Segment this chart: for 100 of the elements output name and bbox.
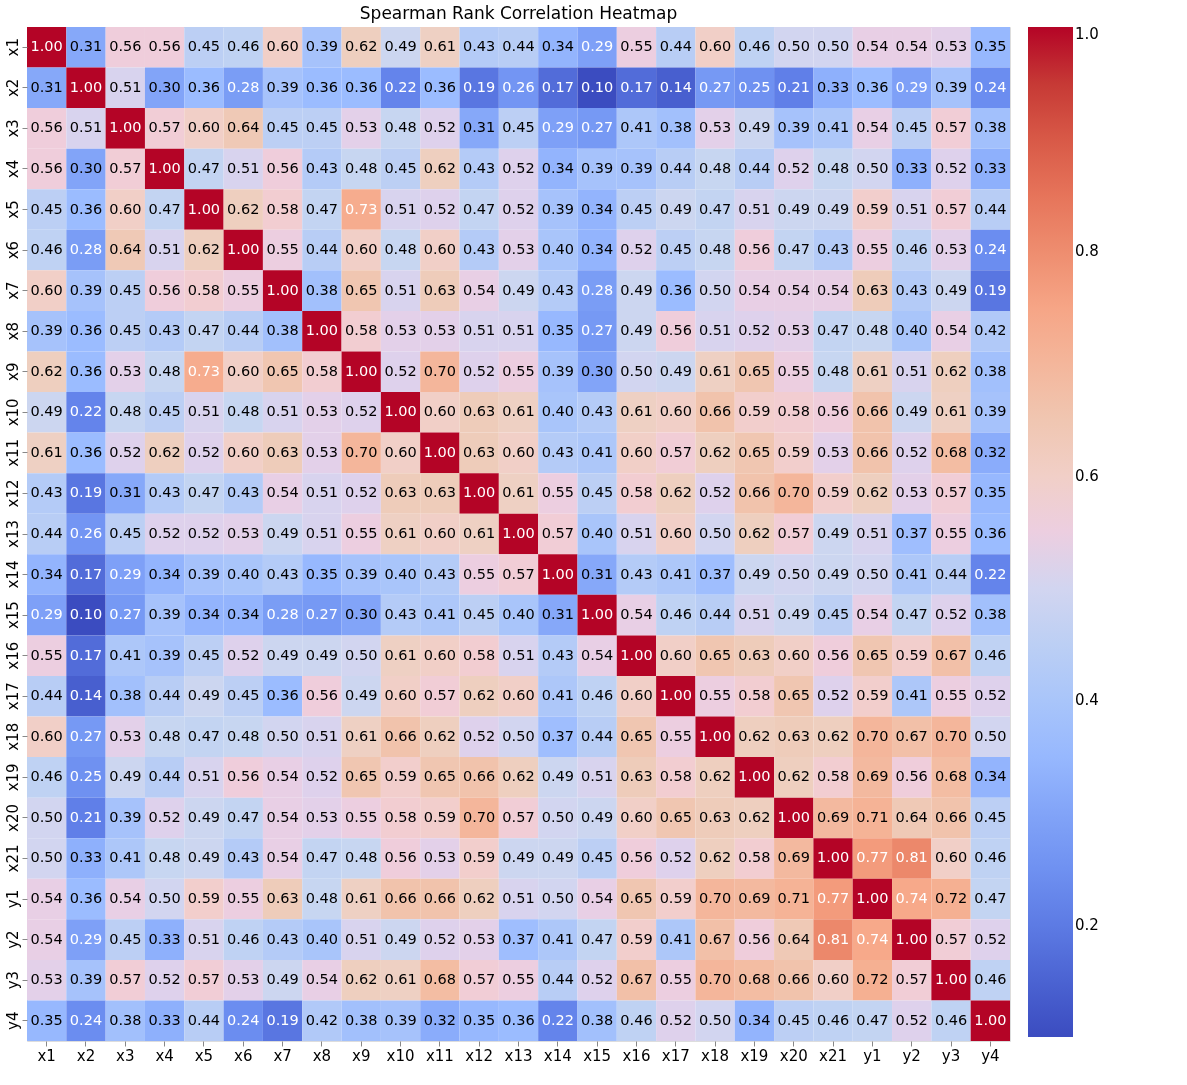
- data-label: 0.56: [109, 38, 142, 55]
- data-label: 0.62: [856, 484, 889, 501]
- data-label: 0.43: [423, 565, 457, 582]
- data-label: 0.63: [698, 808, 732, 825]
- data-label: 0.43: [148, 322, 181, 339]
- data-label: 0.52: [659, 849, 692, 866]
- data-label: 0.70: [934, 727, 968, 744]
- data-label: 0.36: [345, 78, 378, 95]
- data-label: 0.49: [384, 930, 417, 947]
- data-label: 0.71: [777, 890, 810, 907]
- data-label: 0.36: [69, 362, 103, 379]
- data-label: 0.27: [580, 322, 614, 339]
- data-label: 0.44: [738, 159, 771, 176]
- data-label: 0.52: [698, 484, 732, 501]
- data-label: 0.34: [738, 1011, 771, 1028]
- x-tick-label: x5: [194, 1046, 214, 1065]
- data-label: 0.51: [895, 362, 928, 379]
- data-label: 0.65: [266, 362, 299, 379]
- data-label: 0.55: [934, 687, 968, 704]
- data-label: 0.24: [69, 1011, 103, 1028]
- data-label: 0.58: [384, 808, 417, 825]
- data-label: 0.49: [620, 322, 653, 339]
- data-label: 0.51: [738, 606, 771, 623]
- y-tick-label: x1: [3, 38, 22, 57]
- data-label: 0.53: [109, 727, 142, 744]
- data-label: 0.50: [620, 362, 653, 379]
- data-label: 0.52: [777, 159, 810, 176]
- data-label: 0.55: [345, 808, 378, 825]
- data-label: 0.10: [580, 78, 614, 95]
- data-label: 1.00: [187, 200, 221, 217]
- data-label: 0.54: [738, 281, 771, 298]
- data-label: 0.41: [580, 443, 614, 460]
- data-label: 0.61: [463, 525, 496, 541]
- data-label: 0.52: [895, 1011, 928, 1028]
- data-label: 0.51: [305, 525, 339, 541]
- data-label: 0.39: [69, 971, 103, 988]
- data-label: 1.00: [305, 322, 339, 339]
- data-label: 0.60: [934, 849, 968, 866]
- x-tick-label: x15: [583, 1046, 612, 1065]
- data-label: 0.61: [502, 484, 535, 501]
- data-label: 0.33: [148, 1011, 181, 1028]
- data-label: 1.00: [109, 119, 142, 136]
- data-label: 0.46: [580, 687, 614, 704]
- data-label: 0.48: [698, 159, 732, 176]
- data-label: 0.57: [463, 971, 496, 988]
- data-label: 0.62: [738, 808, 771, 825]
- data-label: 0.49: [777, 606, 810, 623]
- y-tick-label: x15: [3, 601, 22, 630]
- y-tick-label: x21: [3, 844, 22, 873]
- data-label: 0.65: [856, 646, 889, 663]
- data-label: 0.61: [30, 443, 63, 460]
- data-label: 0.56: [266, 159, 299, 176]
- data-label: 0.61: [502, 403, 535, 420]
- data-label: 0.55: [345, 525, 378, 541]
- data-label: 0.45: [659, 241, 692, 258]
- data-label: 0.55: [266, 241, 299, 258]
- data-label: 0.72: [856, 971, 889, 988]
- data-label: 0.33: [816, 78, 850, 95]
- y-tick-label: y1: [3, 889, 22, 909]
- data-label: 0.55: [934, 525, 968, 541]
- y-tick-label: x2: [3, 78, 22, 98]
- data-label: 0.60: [384, 687, 417, 704]
- data-label: 0.53: [109, 362, 142, 379]
- data-label: 0.41: [109, 646, 142, 663]
- data-label: 0.38: [345, 1011, 378, 1028]
- y-tick-label: x17: [3, 682, 22, 711]
- x-tick-label: x10: [386, 1046, 415, 1065]
- data-label: 0.57: [659, 443, 692, 460]
- data-label: 0.48: [227, 403, 260, 420]
- data-label: 0.61: [423, 38, 457, 55]
- data-label: 1.00: [738, 768, 771, 785]
- data-label: 0.61: [384, 525, 417, 541]
- data-label: 0.38: [974, 362, 1007, 379]
- data-label: 0.61: [620, 403, 653, 420]
- data-label: 0.39: [620, 159, 653, 176]
- data-label: 0.48: [227, 727, 260, 744]
- data-label: 0.53: [227, 971, 260, 988]
- data-label: 0.45: [580, 484, 614, 501]
- data-label: 0.33: [69, 849, 103, 866]
- data-label: 0.30: [580, 362, 614, 379]
- data-label: 0.57: [502, 565, 535, 582]
- x-tick-label: x1: [37, 1046, 56, 1065]
- data-label: 0.38: [974, 119, 1007, 136]
- data-label: 0.65: [620, 890, 653, 907]
- data-label: 1.00: [148, 159, 181, 176]
- data-label: 0.52: [816, 687, 850, 704]
- data-label: 0.56: [659, 322, 692, 339]
- data-label: 0.25: [738, 78, 771, 95]
- data-label: 0.56: [30, 159, 63, 176]
- data-label: 0.64: [777, 930, 810, 947]
- data-label: 0.49: [816, 565, 850, 582]
- y-tick-label: x6: [3, 240, 22, 260]
- data-label: 0.41: [895, 565, 928, 582]
- data-label: 0.66: [934, 808, 968, 825]
- y-tick-label: x13: [3, 520, 22, 548]
- data-label: 0.59: [620, 930, 653, 947]
- data-label: 0.49: [934, 281, 968, 298]
- data-label: 0.52: [620, 241, 653, 258]
- data-label: 0.41: [659, 565, 692, 582]
- x-tick-label: x3: [116, 1046, 135, 1065]
